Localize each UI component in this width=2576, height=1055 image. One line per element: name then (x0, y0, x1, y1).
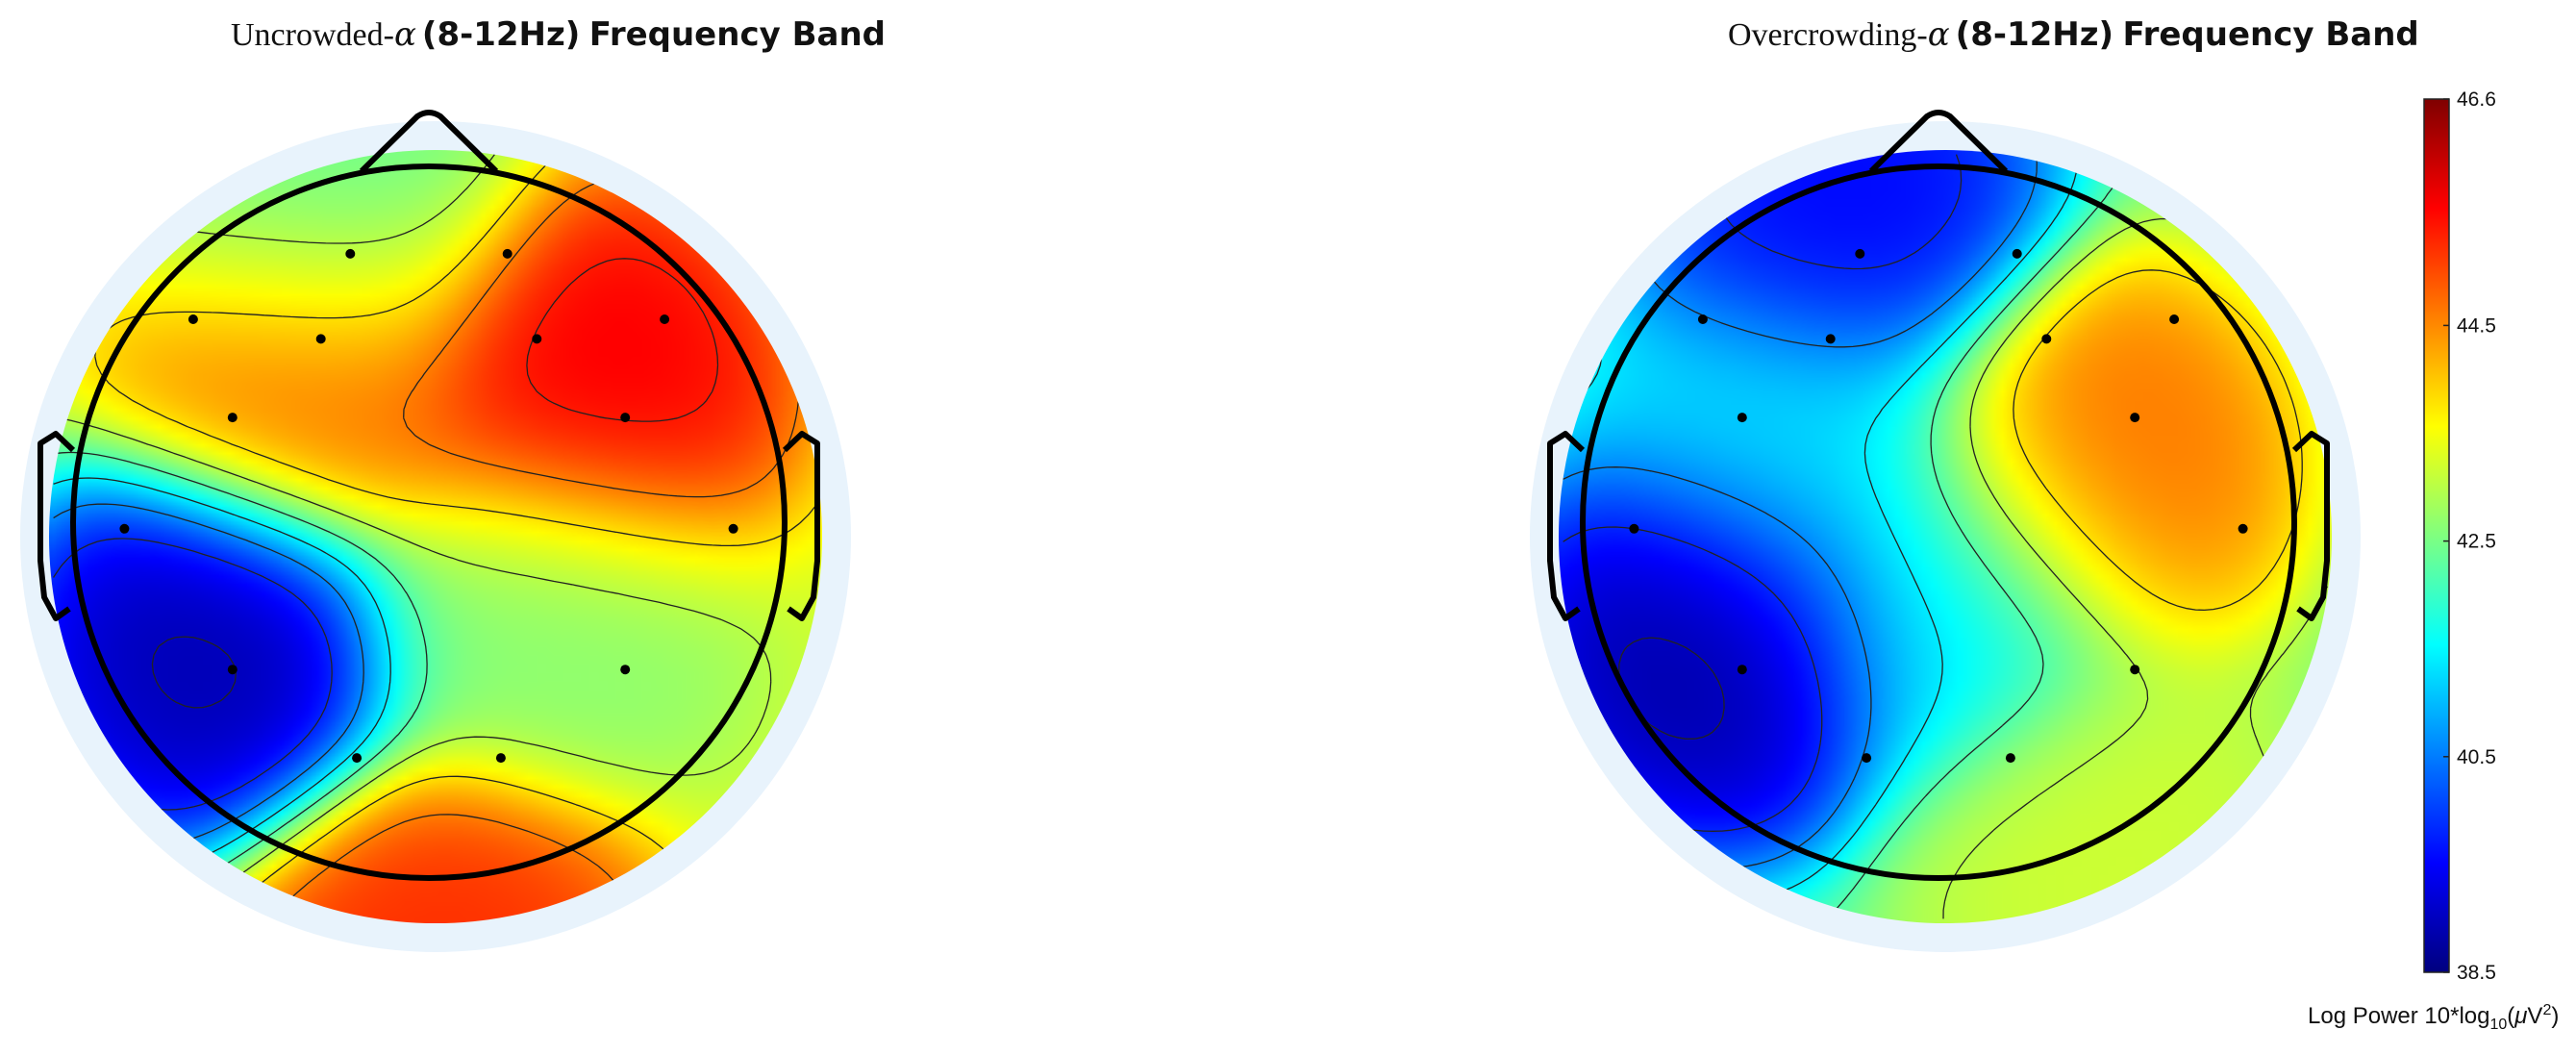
nose-outline (1868, 110, 2009, 174)
right-map-band: Frequency Band (2122, 15, 2419, 54)
left-map-alpha: α (393, 15, 416, 54)
colorbar-ticks: 46.6 44.5 42.5 40.5 38.5 (2443, 88, 2496, 984)
electrode-dot (620, 413, 631, 423)
colorbar-tick-label: 40.5 (2457, 746, 2496, 768)
electrode-dot (2130, 413, 2140, 423)
contour-lines (1563, 154, 2328, 919)
electrode-dot (660, 314, 670, 324)
electrode-dot (352, 753, 363, 764)
caption-unit: V (2527, 1003, 2543, 1029)
colorbar-gradient (2423, 98, 2450, 973)
electrode-dot (227, 413, 238, 423)
colorbar: 46.6 44.5 42.5 40.5 38.5 (2423, 88, 2496, 984)
electrode-dot (728, 523, 738, 534)
electrode-dot (315, 334, 326, 344)
caption-prefix: Log Power 10*log (2308, 1003, 2490, 1029)
left-ear-outline (1547, 431, 1586, 621)
electrode-dot (1697, 314, 1708, 324)
electrode-dot (1737, 665, 1747, 675)
electrode-dot (502, 248, 513, 259)
electrode-dot (620, 665, 631, 675)
left-map-condition: Uncrowded- (231, 17, 394, 53)
head-circle (70, 163, 788, 881)
left-map-range: (8-12Hz) (421, 15, 581, 54)
left-map-title: Uncrowded-α (8-12Hz) Frequency Band (231, 15, 886, 54)
electrode-dot (2169, 314, 2180, 324)
electrode-dot (1862, 753, 1872, 764)
right-ear-outline (782, 431, 820, 621)
electrode-markers (119, 248, 738, 764)
nose-outline (359, 110, 499, 174)
left-map-band: Frequency Band (588, 15, 887, 54)
electrode-dot (227, 665, 238, 675)
head-outline (1547, 110, 2330, 881)
right-map-range: (8-12Hz) (1955, 15, 2114, 54)
right-map-title: Overcrowding-α (8-12Hz) Frequency Band (1728, 15, 2419, 54)
electrode-dot (2005, 753, 2015, 764)
electrode-dot (2012, 248, 2022, 259)
caption-close: ) (2551, 1003, 2560, 1029)
overcrowding-topomap (1530, 110, 2361, 952)
electrode-dot (495, 753, 506, 764)
caption-mu: μ (2514, 1003, 2528, 1029)
heatmap-surface (1559, 150, 2332, 923)
electrode-dot (188, 314, 198, 324)
colorbar-tick-label: 42.5 (2457, 531, 2496, 553)
right-map-condition: Overcrowding- (1728, 17, 1928, 53)
uncrowded-topomap (20, 110, 851, 952)
contour-path (1563, 154, 2328, 919)
electrode-dot (1629, 523, 1639, 534)
electrode-dot (2130, 665, 2140, 675)
head-outline (38, 110, 820, 881)
head-circle (1580, 163, 2297, 881)
electrode-dot (1825, 334, 1836, 344)
right-ear-outline (2291, 431, 2330, 621)
electrode-dot (345, 248, 356, 259)
electrode-dot (1855, 248, 1865, 259)
electrode-dot (119, 523, 130, 534)
right-map-alpha: α (1927, 15, 1950, 54)
colorbar-tick-label: 44.5 (2457, 314, 2496, 337)
colorbar-caption: Log Power 10*log10(μV2) (2308, 1002, 2559, 1034)
electrode-dot (532, 334, 542, 344)
electrode-dot (2041, 334, 2052, 344)
colorbar-tick-label: 46.6 (2457, 88, 2496, 111)
left-ear-outline (38, 431, 76, 621)
caption-open: ( (2507, 1003, 2515, 1029)
caption-sup: 2 (2542, 1002, 2552, 1018)
heatmap-surface (49, 150, 822, 923)
electrode-markers (1629, 248, 2248, 764)
colorbar-tick-label: 38.5 (2457, 962, 2496, 984)
caption-sub: 10 (2489, 1016, 2508, 1033)
electrode-dot (1737, 413, 1747, 423)
electrode-dot (2238, 523, 2248, 534)
